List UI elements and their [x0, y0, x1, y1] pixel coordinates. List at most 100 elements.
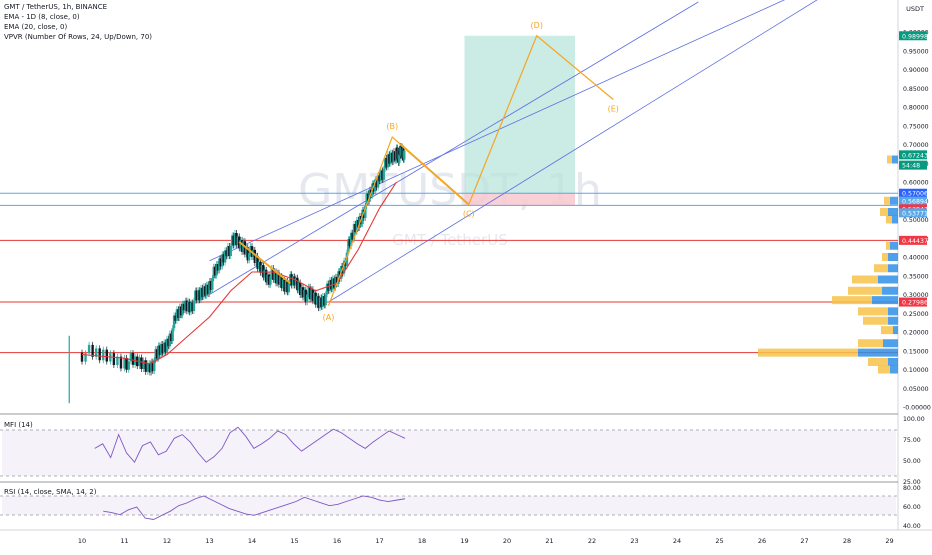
candle-body	[144, 360, 147, 372]
price-tick-label: 0.40000	[903, 255, 929, 262]
volume-profile-up	[888, 253, 898, 261]
candle-body	[235, 233, 238, 245]
price-tick-label: 0.25000	[903, 311, 929, 318]
candle-body	[187, 301, 190, 312]
candle-body	[306, 294, 309, 303]
candle-body	[179, 306, 183, 316]
candle-body	[167, 338, 170, 347]
candle-body	[221, 254, 224, 267]
candle-body	[125, 357, 128, 370]
volume-profile-up	[872, 296, 898, 305]
candle-body	[283, 279, 286, 292]
candle-body	[178, 306, 181, 318]
candle-body	[260, 265, 264, 273]
indicator-ema-1d[interactable]: EMA - 1D (8, close, 0)	[4, 13, 80, 21]
wave-label: (E)	[608, 105, 619, 114]
candle-body	[212, 266, 215, 279]
candle-body	[307, 286, 310, 295]
wave-label: (D)	[531, 21, 543, 30]
candle-body	[392, 151, 395, 163]
candle-body	[245, 247, 248, 255]
candle-body	[127, 361, 130, 370]
candle-body	[264, 269, 268, 283]
candle-body	[389, 152, 393, 164]
candle-body	[383, 158, 387, 169]
volume-profile-down	[874, 264, 888, 273]
candle-body	[157, 345, 160, 359]
time-tick-label: 25	[715, 537, 723, 545]
time-tick-label: 24	[673, 537, 681, 545]
volume-profile-up	[888, 358, 898, 366]
candle-body	[140, 357, 143, 369]
candle-body	[348, 239, 351, 247]
symbol-line[interactable]: GMT / TetherUS, 1h, BINANCE	[4, 3, 108, 11]
price-tick-label: 0.85000	[903, 86, 929, 93]
price-badge-label: 0.98998	[902, 33, 928, 40]
price-tick-label: 0.10000	[903, 367, 929, 374]
price-tick-label: 0.15000	[903, 348, 929, 355]
indicator-ema-20[interactable]: EMA (20, close, 0)	[4, 23, 68, 31]
candle-body	[385, 158, 388, 168]
candle-body	[324, 294, 327, 306]
candle-body	[171, 328, 174, 341]
candle-body	[233, 233, 237, 246]
candle-body	[315, 296, 319, 305]
candle-body	[172, 315, 176, 329]
volume-profile-down	[858, 339, 883, 348]
candle-body	[286, 281, 289, 293]
candle-body	[303, 289, 306, 298]
rsi-tick-label: 60.00	[903, 504, 921, 511]
price-badge-label: 0.53771	[902, 210, 928, 217]
wave-segment	[400, 143, 470, 206]
candle-body	[313, 292, 316, 302]
time-tick-label: 22	[588, 537, 596, 545]
price-tick-label: 0.35000	[903, 273, 929, 280]
volume-profile-up	[888, 307, 898, 316]
volume-profile-down	[882, 253, 888, 261]
volume-profile-down	[848, 286, 882, 295]
time-tick-label: 17	[375, 537, 383, 545]
candle-body	[196, 290, 200, 301]
candle-body	[230, 235, 234, 246]
time-tick-label: 18	[418, 537, 426, 545]
candle-body	[204, 286, 207, 296]
rsi-band	[2, 496, 896, 515]
candle-body	[94, 348, 98, 357]
candle-body	[213, 266, 217, 276]
candle-body	[375, 179, 378, 188]
indicator-vpvr[interactable]: VPVR (Number Of Rows, 24, Up/Down, 70)	[4, 33, 153, 41]
candle-body	[195, 290, 198, 301]
candle-body	[216, 264, 220, 271]
volume-profile-down	[832, 296, 872, 305]
time-tick-label: 27	[800, 537, 808, 545]
volume-profile-down	[887, 155, 892, 164]
candle-body	[249, 246, 252, 254]
candle-body	[345, 252, 349, 266]
candle-body	[287, 283, 291, 293]
candle-body	[87, 344, 91, 354]
candle-body	[273, 271, 276, 280]
candle-body	[175, 309, 179, 321]
volume-profile-down	[886, 215, 892, 224]
volume-profile-down	[868, 358, 888, 366]
time-tick-label: 10	[78, 537, 86, 545]
candle-body	[352, 224, 356, 240]
candle-body	[301, 287, 305, 298]
candle-body	[335, 276, 339, 284]
price-tick-label: 0.80000	[903, 105, 929, 112]
candle-body	[262, 265, 265, 278]
candle-body	[398, 154, 401, 163]
price-badge-label: 0.67243	[902, 152, 928, 159]
price-badge-label: 0.56894	[902, 199, 928, 206]
candle-body	[240, 240, 244, 252]
candle-body	[205, 284, 208, 296]
candle-body	[255, 255, 258, 263]
candle-body	[393, 151, 397, 161]
candle-body	[325, 283, 329, 295]
candle-body	[379, 170, 383, 182]
candle-body	[331, 278, 334, 290]
candle-body	[378, 175, 381, 182]
volume-profile-up	[858, 348, 898, 357]
